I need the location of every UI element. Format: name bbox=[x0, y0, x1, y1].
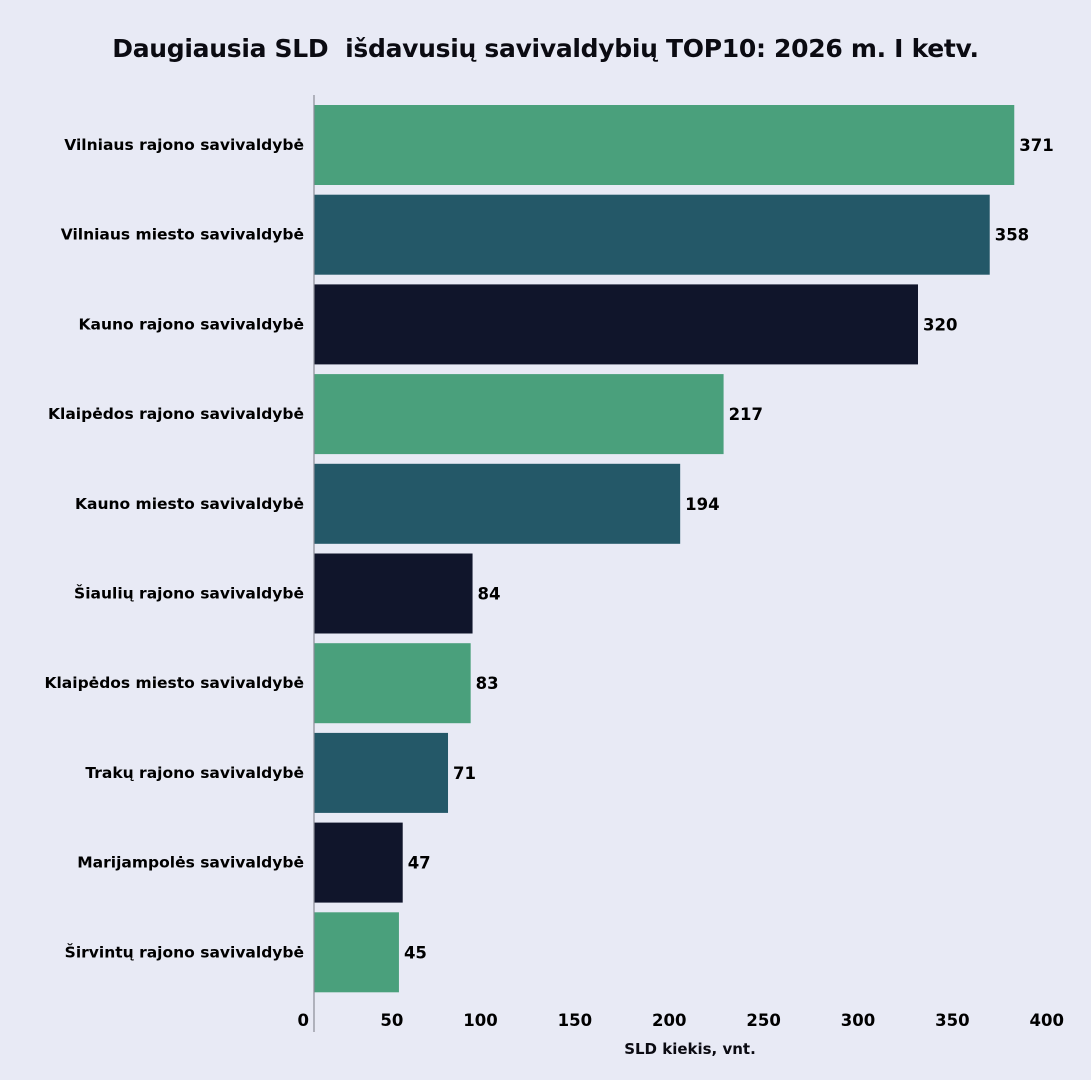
category-label: Vilniaus rajono savivaldybė bbox=[64, 136, 304, 154]
category-label: Klaipėdos rajono savivaldybė bbox=[48, 405, 304, 423]
data-label: 71 bbox=[453, 764, 476, 783]
bar bbox=[314, 284, 918, 365]
x-tick-label: 0 bbox=[298, 1011, 309, 1030]
x-tick-label: 400 bbox=[1030, 1011, 1064, 1030]
bar bbox=[314, 374, 724, 455]
x-tick-label: 150 bbox=[558, 1011, 592, 1030]
data-label: 45 bbox=[404, 943, 427, 962]
data-label: 84 bbox=[478, 585, 501, 604]
category-label: Klaipėdos miesto savivaldybė bbox=[44, 674, 304, 692]
data-label: 371 bbox=[1019, 136, 1053, 155]
data-label: 47 bbox=[408, 854, 431, 873]
category-label: Trakų rajono savivaldybė bbox=[85, 764, 304, 782]
category-label: Vilniaus miesto savivaldybė bbox=[61, 226, 304, 244]
bar bbox=[314, 732, 449, 813]
bar bbox=[314, 912, 399, 993]
category-label: Kauno rajono savivaldybė bbox=[78, 315, 304, 333]
x-axis-label: SLD kiekis, vnt. bbox=[624, 1040, 756, 1058]
bar bbox=[314, 194, 990, 275]
data-label: 320 bbox=[923, 315, 957, 334]
data-label: 217 bbox=[729, 405, 763, 424]
data-label: 194 bbox=[685, 495, 719, 514]
category-label: Širvintų rajono savivaldybė bbox=[65, 942, 304, 961]
x-tick-label: 250 bbox=[746, 1011, 780, 1030]
x-tick-label: 350 bbox=[935, 1011, 969, 1030]
bar bbox=[314, 105, 1015, 185]
x-tick-label: 50 bbox=[380, 1011, 403, 1030]
bar bbox=[314, 822, 403, 903]
bar bbox=[314, 463, 681, 544]
bar bbox=[314, 553, 473, 634]
category-label: Marijampolės savivaldybė bbox=[77, 854, 304, 872]
chart-title: Daugiausia SLD išdavusių savivaldybių TO… bbox=[112, 34, 979, 63]
x-tick-label: 100 bbox=[463, 1011, 497, 1030]
x-tick-label: 200 bbox=[652, 1011, 686, 1030]
bar bbox=[314, 643, 471, 724]
category-label: Šiaulių rajono savivaldybė bbox=[74, 584, 304, 603]
category-label: Kauno miesto savivaldybė bbox=[75, 495, 304, 513]
data-label: 83 bbox=[476, 674, 499, 693]
x-tick-label: 300 bbox=[841, 1011, 875, 1030]
data-label: 358 bbox=[995, 226, 1029, 245]
